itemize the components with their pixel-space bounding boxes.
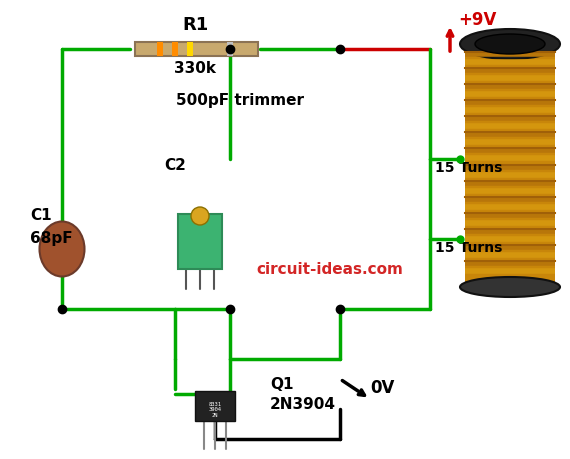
Text: 500pF trimmer: 500pF trimmer — [176, 92, 304, 107]
Bar — [465, 40, 555, 289]
Text: 0V: 0V — [370, 378, 394, 396]
Text: 8331
3904
2N: 8331 3904 2N — [209, 401, 222, 417]
Bar — [186, 43, 193, 57]
Ellipse shape — [191, 207, 209, 225]
Text: circuit-ideas.com: circuit-ideas.com — [256, 262, 404, 277]
Text: 330k: 330k — [174, 61, 216, 75]
Text: 15 Turns: 15 Turns — [435, 161, 502, 174]
Ellipse shape — [475, 35, 545, 55]
Ellipse shape — [39, 222, 84, 277]
Bar — [195, 391, 235, 421]
Text: 15 Turns: 15 Turns — [435, 241, 502, 254]
Text: C1: C1 — [30, 207, 52, 222]
Text: 68pF: 68pF — [30, 230, 72, 245]
Text: C2: C2 — [164, 157, 186, 172]
Text: +9V: +9V — [458, 11, 496, 29]
Text: Q1: Q1 — [270, 377, 294, 392]
Bar — [135, 43, 258, 57]
Text: R1: R1 — [182, 16, 208, 34]
Ellipse shape — [460, 277, 560, 297]
Ellipse shape — [460, 30, 560, 60]
Bar — [178, 214, 222, 269]
Bar — [172, 43, 178, 57]
Bar — [157, 43, 163, 57]
Text: 2N3904: 2N3904 — [270, 397, 336, 412]
Bar — [227, 43, 233, 57]
